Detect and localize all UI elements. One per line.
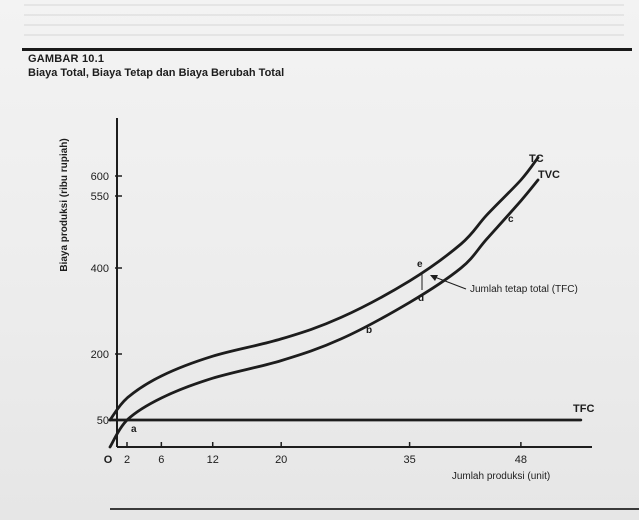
y-tick-label: 400 — [91, 263, 109, 275]
tfc-series-label: TFC — [573, 403, 594, 415]
faded-bleed-through-text — [24, 4, 624, 40]
chart-axes — [115, 118, 592, 448]
point-label-c: c — [508, 214, 514, 225]
point-label-a: a — [131, 424, 137, 435]
tvc-series-label: TVC — [538, 169, 560, 181]
tc-curve — [108, 156, 540, 422]
y-tick-label: 200 — [91, 349, 109, 361]
tfc-annotation-label: Jumlah tetap total (TFC) — [470, 284, 578, 295]
y-tick-label: 550 — [91, 191, 109, 203]
point-label-d: d — [418, 293, 424, 304]
annotation-arrow-head — [430, 275, 438, 281]
chart-curves — [108, 156, 583, 449]
annotation-arrow-line — [431, 275, 467, 290]
point-label-e: e — [417, 259, 423, 270]
x-tick-label: 48 — [515, 454, 527, 466]
figure-bottom-rule — [110, 508, 639, 510]
origin-label: O — [104, 454, 113, 466]
x-tick-label: 35 — [403, 454, 415, 466]
y-axis-title: Biaya produksi (ribu rupiah) — [59, 138, 70, 271]
figure-top-rule — [22, 48, 632, 51]
x-tick-label: 2 — [124, 454, 130, 466]
x-axis-title: Jumlah produksi (unit) — [452, 471, 550, 482]
chart-labels: 50 200 400 550 600 2 6 12 20 35 48 O Biaya produksi … — [59, 138, 594, 482]
figure-number: GAMBAR 10.1 — [28, 53, 105, 65]
x-tick-label: 20 — [275, 454, 287, 466]
point-label-b: b — [366, 325, 372, 336]
x-tick-label: 12 — [207, 454, 219, 466]
y-tick-label: 600 — [91, 171, 109, 183]
tvc-curve — [108, 178, 540, 449]
x-tick-label: 6 — [158, 454, 164, 466]
y-tick-label: 50 — [97, 415, 109, 427]
tc-series-label: TC — [529, 153, 544, 165]
figure-title: Biaya Total, Biaya Tetap dan Biaya Berub… — [28, 67, 285, 79]
